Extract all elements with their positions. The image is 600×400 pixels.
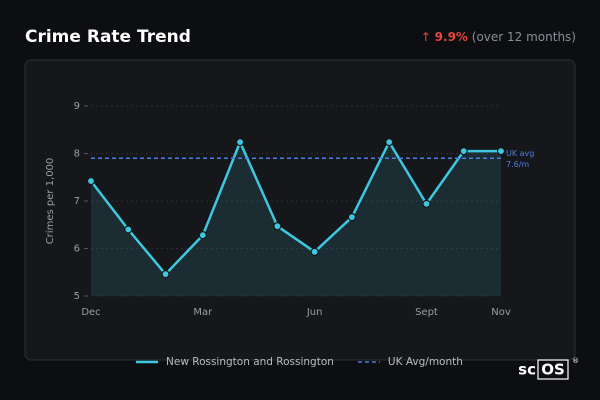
change-note: (over 12 months) [472, 30, 576, 44]
y-tick-label: 9 [74, 101, 80, 112]
series-line [90, 140, 501, 276]
point [385, 138, 394, 147]
point [310, 247, 319, 256]
brand-boxed: OS [541, 361, 565, 379]
point [459, 147, 468, 156]
point [422, 199, 431, 208]
point [161, 270, 170, 279]
point [86, 176, 96, 186]
annotation: 7.6/m [506, 160, 529, 169]
y-tick-label: 7 [74, 196, 80, 207]
annotation: UK avg [506, 149, 534, 158]
brand-box [537, 359, 569, 380]
y-tick-label: 6 [74, 244, 80, 255]
brand-prefix: sc [518, 361, 536, 379]
change-arrow: ↑ [421, 30, 431, 44]
legend-label: UK Avg/month [388, 356, 463, 368]
point [235, 138, 245, 147]
x-tick-label: Nov [491, 307, 511, 318]
legend-label: New Rossington and Rossington [166, 356, 334, 368]
brand-mark: ® [572, 357, 579, 365]
x-tick-label: Dec [81, 307, 100, 318]
y-tick-label: 5 [74, 291, 80, 302]
change-summary: ↑ 9.9% (over 12 months) [421, 30, 576, 44]
panel [24, 59, 576, 361]
title: Crime Rate Trend [25, 27, 191, 47]
brand: sc OS ® [518, 357, 579, 380]
change-value: 9.9% [435, 30, 468, 44]
point [124, 225, 133, 234]
x-tick-label: Jun [306, 307, 323, 318]
point [496, 147, 506, 156]
point [273, 222, 282, 231]
point [198, 231, 207, 240]
y-tick-label: 8 [74, 149, 80, 160]
point [347, 213, 357, 222]
x-tick-label: Sept [415, 307, 438, 318]
y-axis-label: Crimes per 1,000 [45, 158, 56, 245]
x-tick-label: Mar [193, 307, 213, 318]
area [91, 142, 501, 296]
